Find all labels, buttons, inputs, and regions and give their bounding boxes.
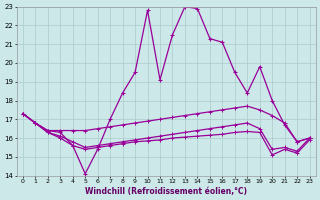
X-axis label: Windchill (Refroidissement éolien,°C): Windchill (Refroidissement éolien,°C) bbox=[85, 187, 247, 196]
